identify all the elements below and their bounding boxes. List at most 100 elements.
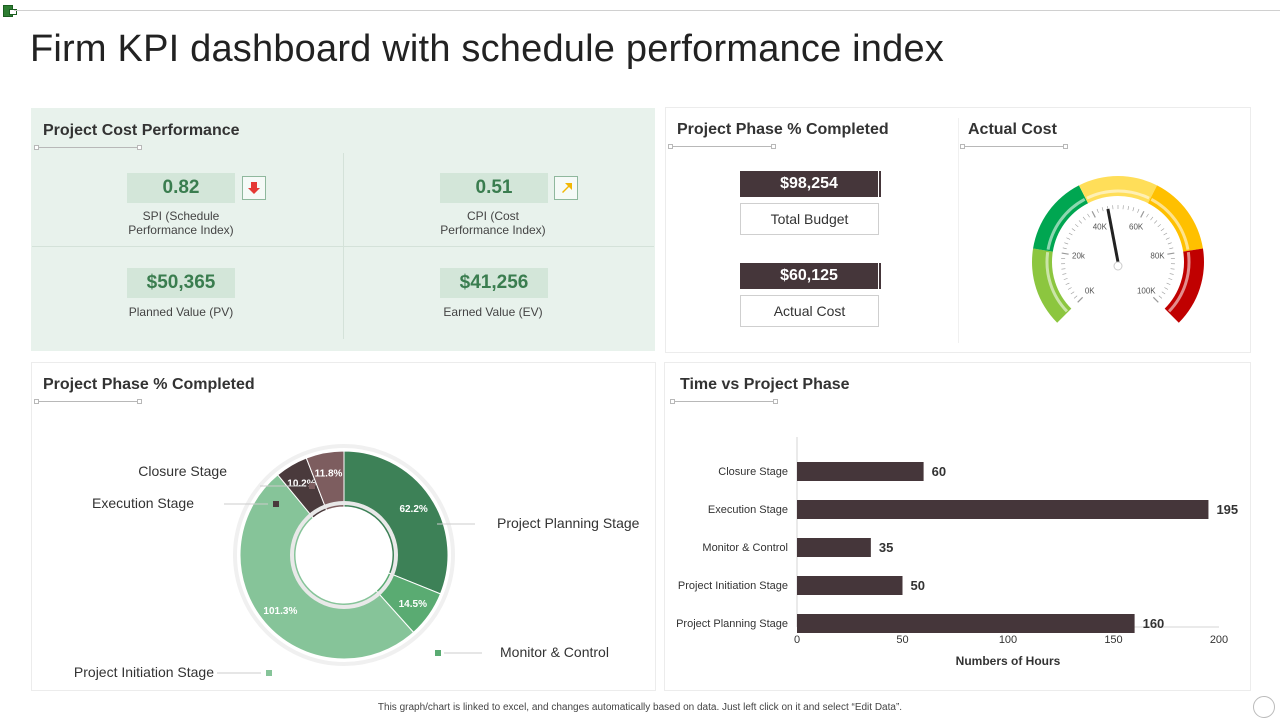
cost-performance-title: Project Cost Performance [43, 122, 240, 139]
callout-marker [266, 670, 272, 676]
cost-performance-panel: Project Cost Performance 0.82 SPI (Sched… [31, 108, 655, 351]
spi-label: SPI (Schedule Performance Index) [101, 209, 261, 237]
cpi-label-line2: Performance Index) [440, 223, 546, 237]
donut-category-label: Monitor & Control [500, 644, 609, 660]
donut-panel: Project Phase % Completed 62.2% 14.5% 101.… [31, 362, 656, 691]
total-budget-label: Total Budget [740, 203, 879, 235]
callout-marker [273, 501, 279, 507]
gauge-tick [1077, 296, 1084, 303]
spi-label-line2: Performance Index) [128, 223, 234, 237]
gauge-tick [1071, 228, 1076, 232]
actual-cost-gauge: 0K 20k 40K 60K 80K 100K [1032, 176, 1204, 323]
gauge-band-highlight [1167, 251, 1191, 313]
bar-category-label: Execution Stage [708, 504, 788, 516]
time-vs-phase-bar-chart: Closure Stage 60 Execution Stage 195 Monitor… [676, 437, 1238, 668]
bar [797, 614, 1135, 633]
bar-x-tick: 200 [1210, 634, 1228, 646]
bar [797, 462, 924, 481]
gauge-tick [1096, 208, 1099, 213]
corner-logo [3, 5, 17, 17]
gauge-tick [1127, 205, 1129, 210]
bar [797, 576, 903, 595]
gauge-band-highlight [1150, 197, 1190, 250]
nav-circle-button[interactable] [1253, 696, 1275, 718]
gauge-tick [1137, 208, 1140, 213]
spi-value: 0.82 [127, 173, 235, 203]
gauge-tick [1087, 213, 1090, 218]
gauge-band-highlight [1046, 197, 1086, 250]
gauge-tick [1167, 252, 1175, 255]
title-rule [960, 144, 1068, 149]
bar-value-label: 195 [1216, 502, 1238, 517]
total-budget-value: $98,254 [740, 171, 881, 197]
gauge-tick [1078, 220, 1082, 224]
bar-x-tick: 150 [1104, 634, 1122, 646]
up-right-arrow-icon [562, 183, 572, 193]
page-title: Firm KPI dashboard with schedule perform… [30, 28, 945, 70]
gauge-band-highlight [1086, 189, 1150, 200]
gauge-tick [1061, 268, 1066, 270]
gauge-tick [1146, 213, 1149, 218]
gauge-tick [1150, 216, 1154, 221]
title-rule [668, 144, 776, 149]
title-rule [34, 145, 142, 150]
bar-value-label: 35 [879, 540, 893, 555]
bar-x-axis-label: Numbers of Hours [956, 654, 1061, 668]
gauge-tick [1140, 210, 1145, 218]
panel-divider [958, 118, 959, 343]
bar-x-tick: 0 [794, 634, 800, 646]
gauge-tick [1066, 237, 1071, 240]
top-rule [14, 10, 1280, 11]
gauge-tick-label: 80K [1150, 252, 1165, 261]
gauge-tick [1169, 247, 1174, 250]
cpi-label-line1: CPI (Cost [466, 209, 519, 223]
gauge-tick [1161, 291, 1166, 295]
bar-value-label: 60 [932, 464, 946, 479]
bar [797, 538, 871, 557]
donut-value-label: 14.5% [399, 599, 427, 610]
bar-x-tick: 50 [896, 634, 908, 646]
gauge-tick [1065, 282, 1070, 285]
pv-value: $50,365 [127, 268, 235, 298]
title-rule [34, 399, 142, 404]
down-arrow-icon [248, 182, 260, 194]
gauge-tick [1070, 291, 1075, 295]
bar-category-label: Project Planning Stage [676, 618, 788, 630]
gauge-tick-label: 20k [1072, 252, 1086, 261]
actual-cost-label: Actual Cost [740, 295, 879, 327]
donut-category-label: Execution Stage [92, 495, 194, 511]
gauge-tick [1101, 207, 1104, 212]
title-rule [670, 399, 778, 404]
gauge-tick [1160, 228, 1165, 232]
callout-marker [435, 650, 441, 656]
bar [797, 500, 1209, 519]
gauge-tick [1082, 216, 1086, 221]
actual-cost-value: $60,125 [740, 263, 881, 289]
spi-label-line1: SPI (Schedule [142, 209, 220, 223]
cpi-trend-badge [554, 176, 578, 200]
gauge-tick [1154, 220, 1158, 224]
gauge-tick [1157, 224, 1161, 228]
callout-marker [309, 483, 315, 489]
donut-panel-title: Project Phase % Completed [43, 376, 255, 393]
gauge-tick [1091, 210, 1096, 218]
ev-value: $41,256 [440, 268, 548, 298]
bar-category-label: Closure Stage [718, 466, 788, 478]
gauge-tick-label: 60K [1129, 222, 1144, 231]
footer-note: This graph/chart is linked to excel, and… [377, 702, 903, 713]
gauge-tick-label: 100K [1137, 286, 1156, 295]
gauge-tick [1132, 207, 1135, 212]
gauge-tick [1068, 232, 1073, 236]
gauge-tick [1163, 232, 1168, 236]
gauge-tick [1164, 287, 1169, 290]
kpi-divider-horizontal [32, 246, 654, 247]
gauge-tick [1063, 278, 1068, 280]
donut-category-label: Closure Stage [138, 463, 227, 479]
gauge-tick [1061, 252, 1069, 255]
bar-panel: Time vs Project Phase Closure Stage 60 Exe… [664, 362, 1251, 691]
gauge-tick [1064, 242, 1069, 245]
bar-category-label: Monitor & Control [702, 542, 788, 554]
donut-category-label: Project Planning Stage [497, 515, 640, 531]
gauge-tick [1165, 237, 1170, 240]
ev-label: Earned Value (EV) [443, 305, 543, 319]
